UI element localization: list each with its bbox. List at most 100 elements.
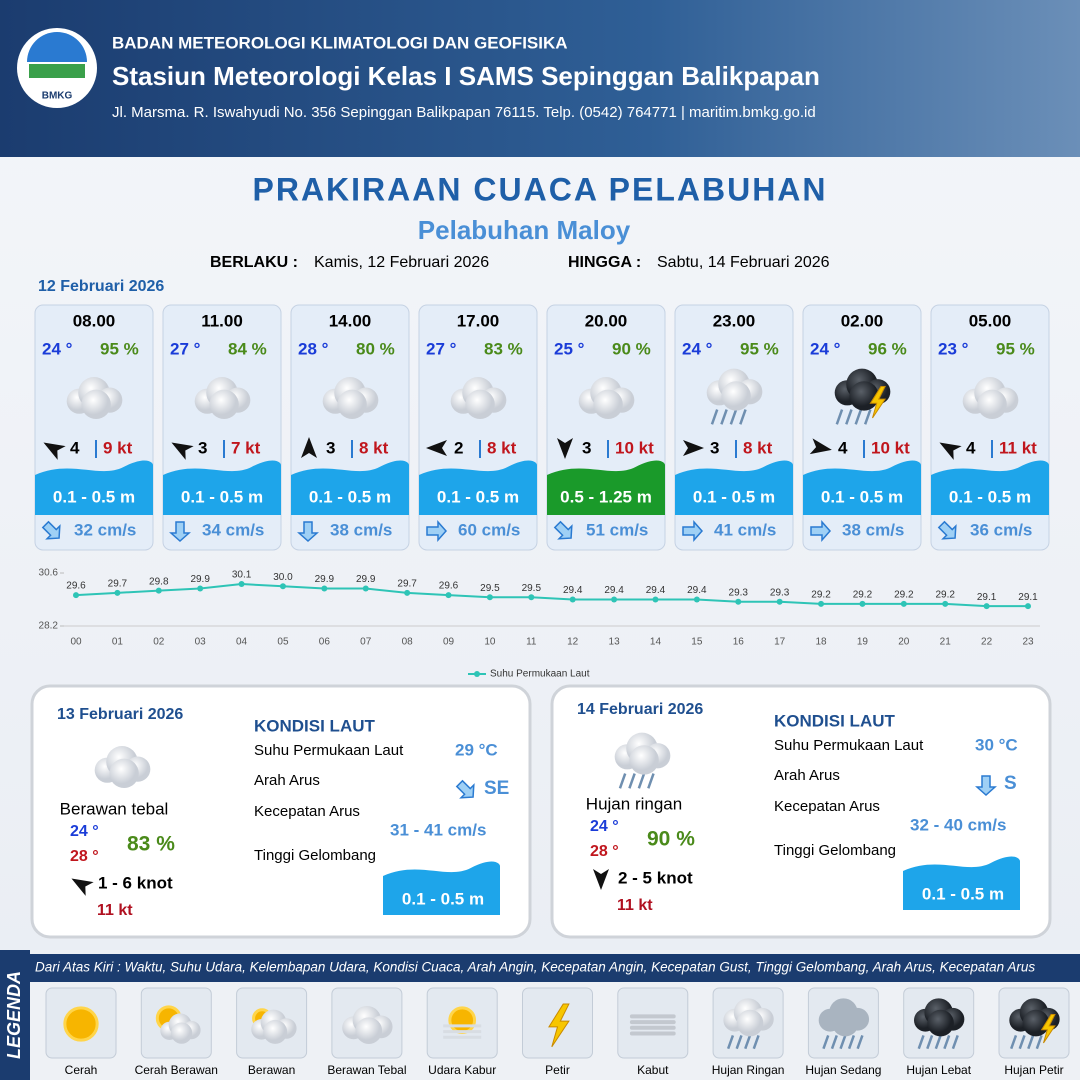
rain — [926, 1034, 934, 1050]
point — [114, 589, 121, 596]
weather-icon — [194, 377, 251, 420]
slot-temp: 27 ° — [170, 339, 201, 358]
legend-item: Cerah — [65, 1063, 98, 1077]
logo-shape — [27, 32, 87, 62]
logo-text: BMKG — [42, 91, 73, 102]
title: PRAKIRAAN CUACA PELABUHAN — [252, 171, 827, 207]
slot-temp: 23 ° — [938, 339, 969, 358]
point — [528, 594, 535, 601]
slot-wind: 3 — [710, 438, 719, 457]
slot-time: 08.00 — [73, 311, 116, 330]
x-tick-label: 14 — [650, 637, 662, 648]
rain — [647, 773, 655, 789]
legend-item: Hujan Lebat — [906, 1063, 971, 1077]
point — [486, 594, 493, 601]
current-arrow — [975, 775, 997, 797]
header-band — [0, 0, 1080, 157]
weather-icon — [450, 377, 507, 420]
wind-arrow — [301, 437, 317, 458]
sea-label: Tinggi Gelombang — [254, 847, 376, 864]
value-label: 29.2 — [853, 590, 873, 601]
sea-label: Arah Arus — [774, 767, 840, 784]
wave — [803, 460, 921, 515]
rain — [637, 773, 646, 789]
rain — [835, 409, 844, 425]
value-label: 29.3 — [770, 587, 790, 598]
rain — [863, 409, 872, 425]
sea-label: Tinggi Gelombang — [774, 842, 896, 859]
x-tick-label: 22 — [981, 637, 993, 648]
slot-gust: 10 kt — [615, 438, 654, 457]
x-tick-label: 13 — [609, 637, 621, 648]
point — [776, 598, 783, 605]
weather-icon — [251, 1008, 297, 1044]
x-tick-label: 16 — [733, 637, 745, 648]
x-tick-label: 11 — [526, 637, 537, 648]
x-tick-label: 17 — [774, 637, 786, 648]
day-date: 12 Februari 2026 — [38, 278, 164, 295]
point — [569, 596, 576, 603]
day-humidity: 90 % — [647, 828, 695, 851]
wave — [419, 460, 537, 515]
value-label: 30.0 — [273, 572, 293, 583]
cloud-part — [849, 381, 879, 411]
x-tick-label: 15 — [691, 637, 703, 648]
rain — [845, 409, 853, 425]
rain — [744, 1034, 752, 1050]
sea-label: Suhu Permukaan Laut — [774, 737, 924, 754]
value-label: 29.9 — [315, 574, 335, 585]
point — [238, 581, 245, 588]
slot-gust: 10 kt — [871, 438, 910, 457]
legend-item: Udara Kabur — [428, 1063, 496, 1077]
slot-humidity: 95 % — [996, 339, 1035, 358]
value-label: 29.6 — [439, 581, 459, 592]
legend-description: Dari Atas Kiri : Waktu, Suhu Udara, Kele… — [35, 960, 1035, 975]
current-arrow — [810, 520, 832, 542]
slot-temp: 28 ° — [298, 339, 329, 358]
rain — [726, 1034, 735, 1050]
wind-arrow — [71, 878, 94, 896]
point — [983, 603, 990, 610]
slot-current: 41 cm/s — [714, 520, 776, 539]
point — [321, 585, 328, 592]
sea-wave: 0.1 - 0.5 m — [922, 884, 1004, 903]
value-label: 29.4 — [604, 585, 624, 596]
rain — [618, 773, 627, 789]
day-temp: 28 ° — [70, 848, 99, 865]
slot-wind: 4 — [70, 438, 80, 457]
day-temp: 24 ° — [70, 823, 99, 840]
day-humidity: 83 % — [127, 833, 175, 856]
day-wind: 2 - 5 knot — [618, 868, 693, 887]
weather-icon — [63, 1006, 99, 1042]
value-label: 29.4 — [646, 585, 666, 596]
x-tick-label: 21 — [940, 637, 952, 648]
rain — [830, 1034, 838, 1050]
cloud-part — [927, 1009, 954, 1037]
legend-item: Berawan — [248, 1063, 295, 1077]
slot-time: 23.00 — [713, 311, 756, 330]
legend-item: Petir — [545, 1063, 570, 1077]
rain — [934, 1034, 942, 1050]
day-wind: 1 - 6 knot — [98, 873, 173, 892]
cloud-part — [736, 1009, 764, 1037]
lightning — [548, 1003, 570, 1048]
slot-temp: 25 ° — [554, 339, 585, 358]
sea-value: 30 °C — [975, 735, 1018, 754]
slot-temp: 24 ° — [810, 339, 841, 358]
slot-wind: 4 — [838, 438, 848, 457]
x-tick-label: 09 — [443, 637, 455, 648]
agency: BADAN METEOROLOGI KLIMATOLOGI DAN GEOFIS… — [112, 33, 568, 52]
x-tick-label: 08 — [402, 637, 414, 648]
cloud-part — [977, 389, 1007, 420]
value-label: 29.1 — [1018, 592, 1038, 603]
wind-arrow — [593, 869, 609, 890]
day-gust: 11 kt — [97, 902, 133, 919]
wind-arrow — [426, 440, 447, 456]
sea-title: KONDISI LAUT — [774, 711, 896, 730]
point — [197, 585, 204, 592]
slot-temp: 24 ° — [42, 339, 73, 358]
lightning — [869, 386, 887, 419]
slot-wave: 0.1 - 0.5 m — [181, 487, 263, 506]
cloud-part — [209, 389, 239, 420]
slot-time: 20.00 — [585, 311, 628, 330]
